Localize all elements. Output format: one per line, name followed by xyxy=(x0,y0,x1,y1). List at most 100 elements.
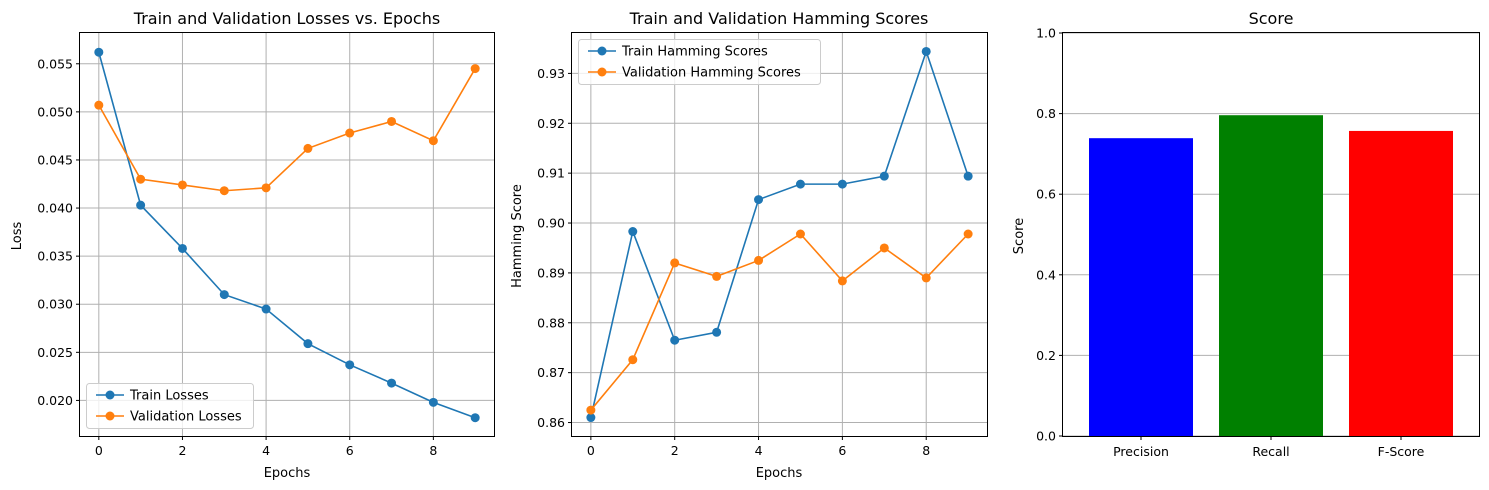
loss-train-point xyxy=(428,397,438,407)
score-y-tick-label: 0.2 xyxy=(1036,348,1056,363)
hamming-validation-point xyxy=(754,255,764,265)
hamming-y-tick-label: 0.89 xyxy=(537,265,565,280)
loss-legend-train-marker xyxy=(105,390,115,400)
score-y-axis-label: Score xyxy=(1012,218,1027,254)
hamming-train-point xyxy=(837,179,847,189)
hamming-x-tick-label: 0 xyxy=(587,443,595,458)
hamming-x-tick-label: 6 xyxy=(838,443,846,458)
score-y-tick-label: 0.0 xyxy=(1036,429,1056,444)
loss-validation-point xyxy=(428,136,438,146)
score-chart: Score Score Precision Recall F-Score 0.0 0.… xyxy=(1012,9,1480,459)
hamming-train-point xyxy=(670,335,680,345)
hamming-train-point xyxy=(628,227,638,237)
hamming-train-point xyxy=(963,171,973,181)
loss-series xyxy=(94,47,480,423)
loss-validation-point xyxy=(219,186,229,196)
hamming-legend-train-label: Train Hamming Scores xyxy=(621,45,768,60)
loss-legend-box xyxy=(86,383,254,429)
hamming-chart-title: Train and Validation Hamming Scores xyxy=(629,9,929,28)
hamming-train-point xyxy=(586,413,596,423)
loss-train-point xyxy=(387,378,397,388)
hamming-chart: Train and Validation Hamming Scores Epoc… xyxy=(510,9,988,481)
loss-validation-point xyxy=(303,143,313,153)
hamming-legend-box xyxy=(578,39,821,85)
loss-train-point xyxy=(219,290,229,300)
loss-validation-point xyxy=(94,100,104,110)
loss-validation-point xyxy=(261,183,271,193)
loss-x-tick-label: 8 xyxy=(429,443,437,458)
loss-validation-point xyxy=(345,128,355,138)
loss-y-tick-label: 0.045 xyxy=(37,152,73,167)
hamming-validation-line xyxy=(590,232,969,411)
loss-y-tick-label: 0.025 xyxy=(37,345,73,360)
loss-train-point xyxy=(303,339,313,349)
score-y-tick-label: 0.6 xyxy=(1036,187,1056,202)
hamming-x-axis-label: Epochs xyxy=(756,466,803,481)
hamming-x-tick-label: 8 xyxy=(922,443,930,458)
loss-y-tick-label: 0.050 xyxy=(37,104,73,119)
hamming-y-tick-label: 0.92 xyxy=(537,116,565,131)
loss-x-axis-label: Epochs xyxy=(264,466,311,481)
hamming-legend-validation-marker xyxy=(597,67,607,77)
hamming-train-line xyxy=(590,48,969,418)
score-bar-f-score xyxy=(1349,130,1453,436)
loss-chart: Train and Validation Losses vs. Epochs E… xyxy=(10,9,495,481)
score-bars xyxy=(1089,115,1453,437)
loss-validation-point xyxy=(470,64,480,74)
hamming-y-ticks: 0.86 0.87 0.88 0.89 0.90 0.91 0.92 0.93 xyxy=(537,66,572,430)
score-x-tick-label: Recall xyxy=(1252,444,1289,459)
hamming-series xyxy=(586,46,973,423)
loss-legend-validation-label: Validation Losses xyxy=(130,410,242,425)
loss-train-point xyxy=(177,243,187,253)
loss-x-tick-label: 0 xyxy=(95,443,103,458)
hamming-validation-point xyxy=(837,276,847,286)
hamming-validation-point xyxy=(712,271,722,281)
hamming-train-point xyxy=(754,195,764,205)
loss-x-tick-label: 2 xyxy=(178,443,186,458)
score-y-ticks: 0.0 0.2 0.4 0.6 0.8 1.0 xyxy=(1036,26,1063,444)
hamming-grid xyxy=(572,33,987,436)
hamming-legend-train-marker xyxy=(597,46,607,56)
score-chart-title: Score xyxy=(1249,9,1294,28)
score-bar-recall xyxy=(1219,115,1323,436)
hamming-legend: Train Hamming Scores Validation Hamming … xyxy=(578,39,821,85)
loss-train-point xyxy=(261,304,271,314)
loss-train-point xyxy=(94,47,104,57)
hamming-plot-frame xyxy=(571,32,988,437)
loss-legend-train-label: Train Losses xyxy=(129,389,209,404)
hamming-train-point xyxy=(712,327,722,337)
hamming-y-tick-label: 0.87 xyxy=(537,365,565,380)
hamming-y-tick-label: 0.91 xyxy=(537,166,565,181)
score-x-tick-label: Precision xyxy=(1113,444,1169,459)
score-y-tick-label: 0.4 xyxy=(1036,267,1056,282)
hamming-validation-point xyxy=(670,258,680,268)
loss-legend: Train Losses Validation Losses xyxy=(86,383,254,429)
hamming-y-tick-label: 0.90 xyxy=(537,216,565,231)
loss-train-point xyxy=(345,360,355,370)
score-y-tick-label: 0.8 xyxy=(1036,106,1056,121)
score-x-tick-label: F-Score xyxy=(1378,444,1425,459)
loss-y-tick-label: 0.035 xyxy=(37,249,73,264)
hamming-y-tick-label: 0.88 xyxy=(537,315,565,330)
hamming-validation-point xyxy=(628,355,638,365)
hamming-validation-point xyxy=(586,405,596,415)
score-x-ticks: Precision Recall F-Score xyxy=(1113,436,1425,459)
loss-y-tick-label: 0.020 xyxy=(37,393,73,408)
hamming-y-axis-label: Hamming Score xyxy=(510,184,525,288)
loss-legend-validation-marker xyxy=(105,411,115,421)
loss-chart-title: Train and Validation Losses vs. Epochs xyxy=(133,9,440,28)
hamming-legend-validation-label: Validation Hamming Scores xyxy=(622,66,801,81)
hamming-x-tick-label: 4 xyxy=(755,443,763,458)
hamming-validation-point xyxy=(795,229,805,239)
hamming-train-point xyxy=(879,171,889,181)
loss-grid xyxy=(80,33,494,436)
loss-x-tick-label: 6 xyxy=(346,443,354,458)
hamming-validation-point xyxy=(921,273,931,283)
loss-y-tick-label: 0.030 xyxy=(37,297,73,312)
hamming-train-point xyxy=(795,179,805,189)
loss-validation-point xyxy=(177,180,187,190)
loss-validation-line xyxy=(98,68,476,192)
score-plot-frame xyxy=(1062,32,1480,437)
hamming-y-tick-label: 0.86 xyxy=(537,415,565,430)
